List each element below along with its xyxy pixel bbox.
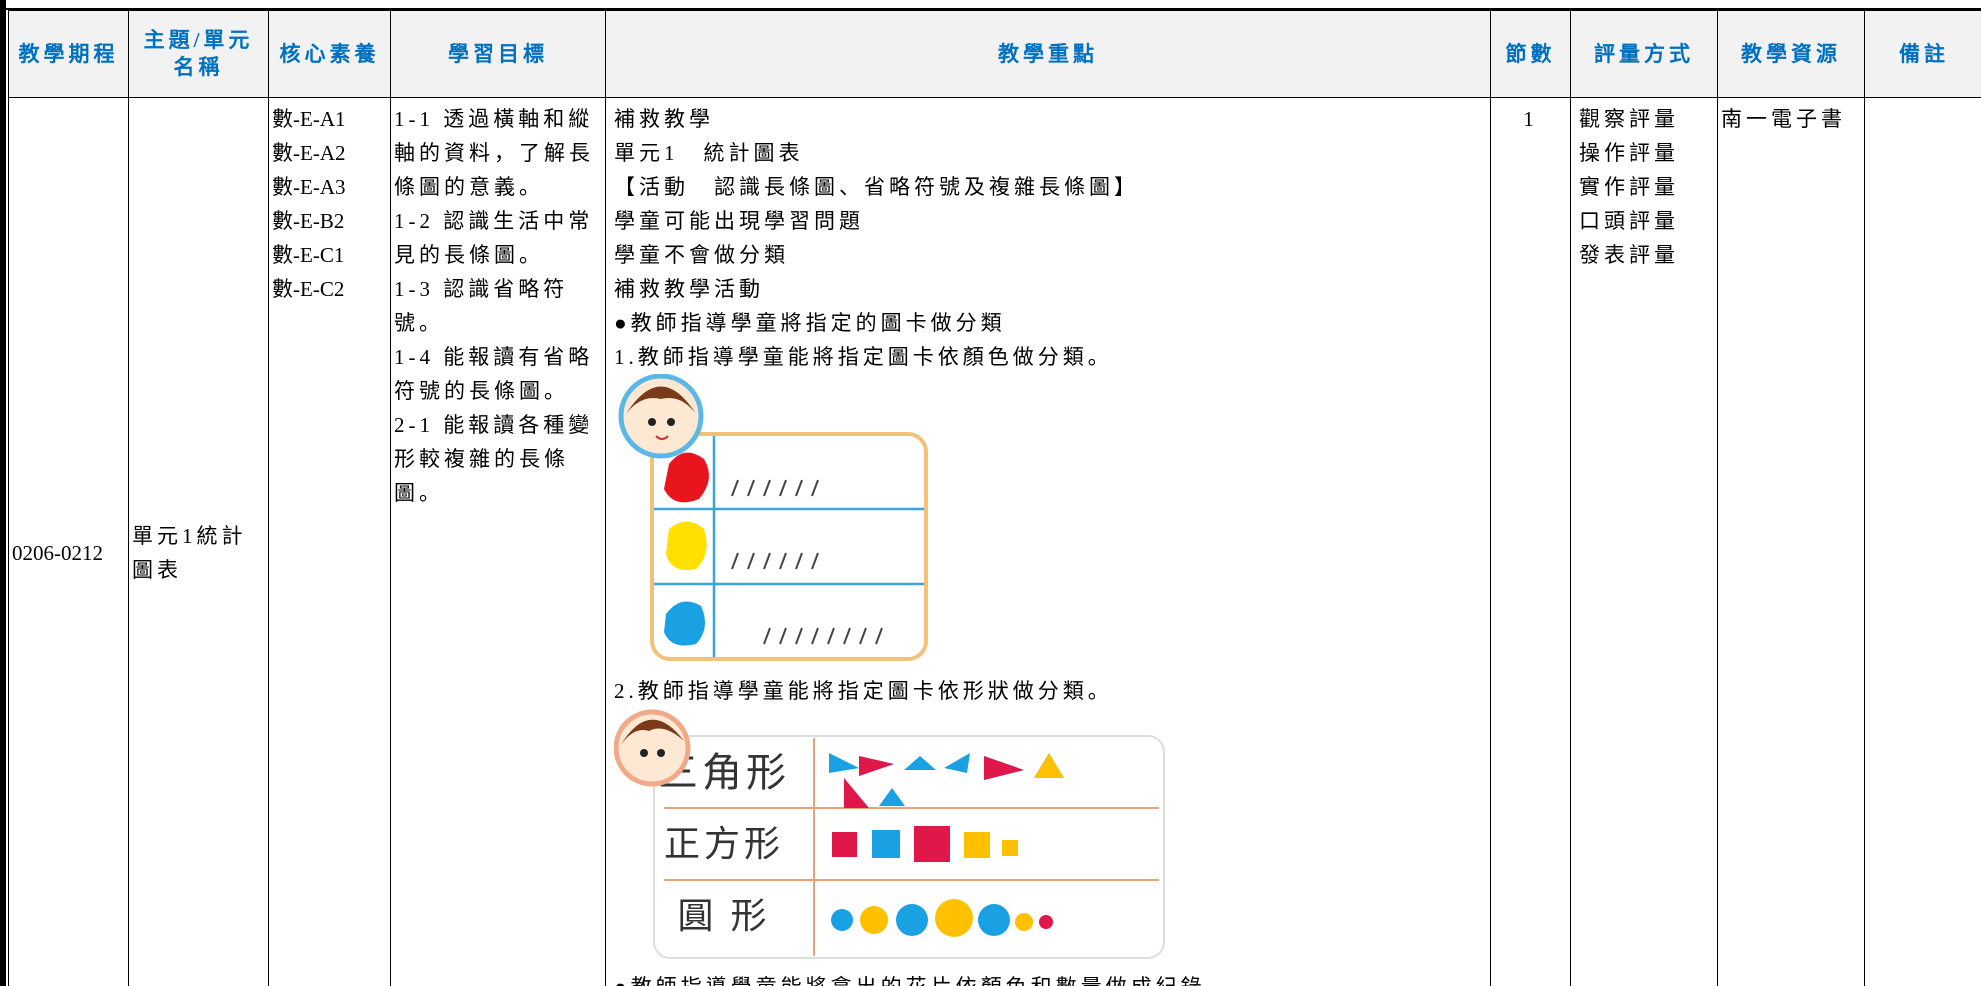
top-border [0,8,1981,10]
focus-line: 【活動 認識長條圖、省略符號及複雜長條圖】 [614,175,1139,199]
period: 0206-0212 [8,97,129,986]
teaching-focus: 補救教學 單元1 統計圖表 【活動 認識長條圖、省略符號及複雜長條圖】 學童可能… [605,97,1491,986]
assessment-method: 口頭評量 [1579,209,1679,233]
competency: 數-E-A2 [272,141,346,165]
card-label: 正方形 [664,824,784,864]
header: 核心素養 [268,10,391,98]
focus-line: 學童可能出現學習問題 [614,209,864,233]
focus-line: 單元1 統計圖表 [614,141,804,165]
focus-line: 補救教學活動 [614,277,764,301]
objectives: 1-1 透過橫軸和縱軸的資料，了解長條圖的意義。 1-2 認識生活中常見的長條圖。… [390,97,606,986]
focus-line: 補救教學 [614,107,714,131]
assessment-method: 觀察評量 [1579,107,1679,131]
assessment-method: 實作評量 [1579,175,1679,199]
blue-blob [664,601,705,646]
competency: 數-E-C1 [272,243,345,267]
hair [626,386,696,414]
card [653,735,1165,959]
color-card-illustration [618,374,928,661]
assessment: 觀察評量操作評量實作評量口頭評量發表評量 [1570,97,1718,986]
assessment-method: 發表評量 [1579,243,1679,267]
focus-line: 2.教師指導學童能將指定圖卡依形狀做分類。 [614,679,1113,703]
competency: 數-E-B2 [272,209,345,233]
card [650,432,928,661]
yellow-blob [666,521,707,570]
focus-line: ●教師指導學童能將拿出的花片依顏色和數量做成紀錄 [614,970,1487,986]
competency: 數-E-A1 [272,107,346,131]
resources: 南一電子書 [1717,97,1865,986]
objective: 2-1 能報讀各種變形較複雜的長條圖。 [394,413,594,505]
header: 主題/單元名稱 [128,10,269,98]
header: 評量方式 [1570,10,1718,98]
lesson-plan-table: 教學期程 主題/單元名稱 核心素養 學習目標 教學重點 節數 評量方式 教學資源… [8,10,1981,986]
header-row: 教學期程 主題/單元名稱 核心素養 學習目標 教學重點 節數 評量方式 教學資源… [8,10,1981,98]
card-label: 圓 形 [677,896,770,936]
objective: 1-3 認識省略符號。 [394,277,569,335]
objective: 1-4 能報讀有省略符號的長條圖。 [394,345,594,403]
unit: 單元1統計圖表 [128,97,269,986]
tally-marks [731,479,883,645]
objective: 1-2 認識生活中常見的長條圖。 [394,209,594,267]
header: 節數 [1490,10,1571,98]
red-blob [664,452,709,503]
competencies: 數-E-A1 數-E-A2 數-E-A3 數-E-B2 數-E-C1 數-E-C2 [268,97,391,986]
header: 備註 [1864,10,1981,98]
competency: 數-E-C2 [272,277,345,301]
header: 教學期程 [8,10,129,98]
left-border [0,0,6,986]
shape-card-illustration: 三角形 正方形 圓 形 [614,709,1165,959]
objective: 1-1 透過橫軸和縱軸的資料，了解長條圖的意義。 [394,107,594,199]
header: 教學資源 [1717,10,1865,98]
focus-line: 學童不會做分類 [614,243,789,267]
body-row: 0206-0212 單元1統計圖表 數-E-A1 數-E-A2 數-E-A3 數-E-… [8,97,1981,986]
header: 學習目標 [390,10,606,98]
competency: 數-E-A3 [272,175,346,199]
notes [1864,97,1981,986]
focus-line: ●教師指導學童將指定的圖卡做分類 [614,311,1006,335]
header: 教學重點 [605,10,1491,98]
lessons: 1 [1490,97,1571,986]
assessment-method: 操作評量 [1579,141,1679,165]
focus-line: 1.教師指導學童能將指定圖卡依顏色做分類。 [614,345,1113,369]
